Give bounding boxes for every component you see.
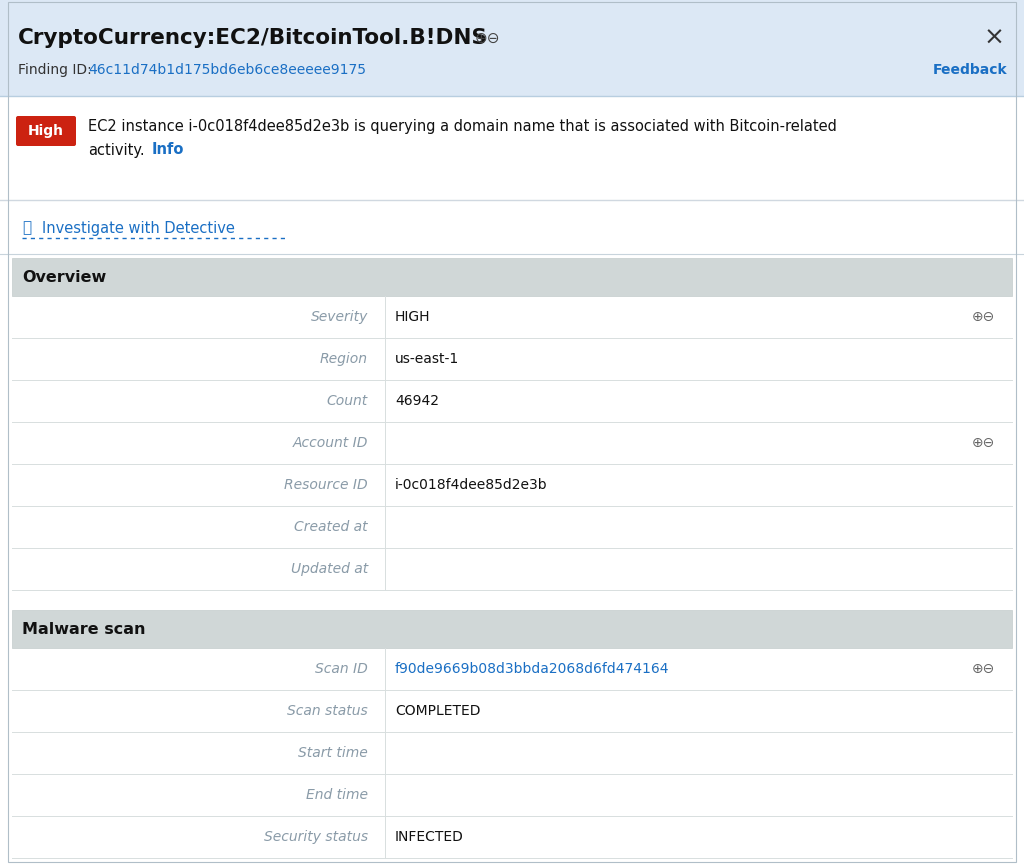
Text: Scan status: Scan status (288, 704, 368, 718)
Bar (0, 96, 1024, 200)
Text: Feedback: Feedback (933, 63, 1007, 77)
Text: EC2 instance i-0c018f4dee85d2e3b is querying a domain name that is associated wi: EC2 instance i-0c018f4dee85d2e3b is quer… (88, 119, 837, 133)
Bar (0, 0, 1024, 96)
Text: Region: Region (319, 352, 368, 366)
Text: COMPLETED: COMPLETED (395, 704, 480, 718)
Text: Finding ID:: Finding ID: (18, 63, 96, 77)
Text: Resource ID: Resource ID (285, 478, 368, 492)
Bar (12, 774, 1012, 816)
Bar (12, 380, 1012, 422)
Bar (12, 506, 1012, 548)
Bar (12, 648, 1012, 690)
Text: ×: × (984, 26, 1005, 50)
Text: Malware scan: Malware scan (22, 622, 145, 637)
Text: us-east-1: us-east-1 (395, 352, 459, 366)
Text: Scan ID: Scan ID (315, 662, 368, 676)
Text: Start time: Start time (298, 746, 368, 760)
Bar (12, 610, 1012, 648)
Text: ⊕⊖: ⊕⊖ (972, 436, 995, 450)
Text: ⓘ: ⓘ (22, 221, 31, 236)
Text: End time: End time (306, 788, 368, 802)
Text: INFECTED: INFECTED (395, 830, 464, 844)
Text: Investigate with Detective: Investigate with Detective (42, 221, 234, 236)
Text: ⊕⊖: ⊕⊖ (475, 30, 501, 46)
Bar (12, 690, 1012, 732)
Text: Severity: Severity (310, 310, 368, 324)
Bar (0, 96, 1024, 866)
Text: Info: Info (152, 143, 184, 158)
Text: f90de9669b08d3bbda2068d6fd474164: f90de9669b08d3bbda2068d6fd474164 (395, 662, 670, 676)
Text: Updated at: Updated at (291, 562, 368, 576)
Text: High: High (28, 124, 63, 138)
Bar (12, 258, 1012, 296)
Bar (12, 548, 1012, 590)
Text: CryptoCurrency:EC2/BitcoinTool.B!DNS: CryptoCurrency:EC2/BitcoinTool.B!DNS (18, 28, 488, 48)
Text: 46c11d74b1d175bd6eb6ce8eeeee9175: 46c11d74b1d175bd6eb6ce8eeeee9175 (88, 63, 366, 77)
Text: Overview: Overview (22, 269, 106, 285)
Text: HIGH: HIGH (395, 310, 430, 324)
Bar (12, 732, 1012, 774)
Text: 46942: 46942 (395, 394, 439, 408)
Text: i-0c018f4dee85d2e3b: i-0c018f4dee85d2e3b (395, 478, 548, 492)
Bar (12, 816, 1012, 858)
Text: Created at: Created at (294, 520, 368, 534)
Text: ⊕⊖: ⊕⊖ (972, 310, 995, 324)
Text: Count: Count (327, 394, 368, 408)
Text: Account ID: Account ID (293, 436, 368, 450)
FancyBboxPatch shape (16, 116, 76, 146)
Bar (12, 296, 1012, 338)
Text: ⊕⊖: ⊕⊖ (972, 662, 995, 676)
Bar (12, 464, 1012, 506)
Text: Security status: Security status (264, 830, 368, 844)
Text: activity.: activity. (88, 143, 144, 158)
Bar (12, 422, 1012, 464)
Bar (12, 338, 1012, 380)
